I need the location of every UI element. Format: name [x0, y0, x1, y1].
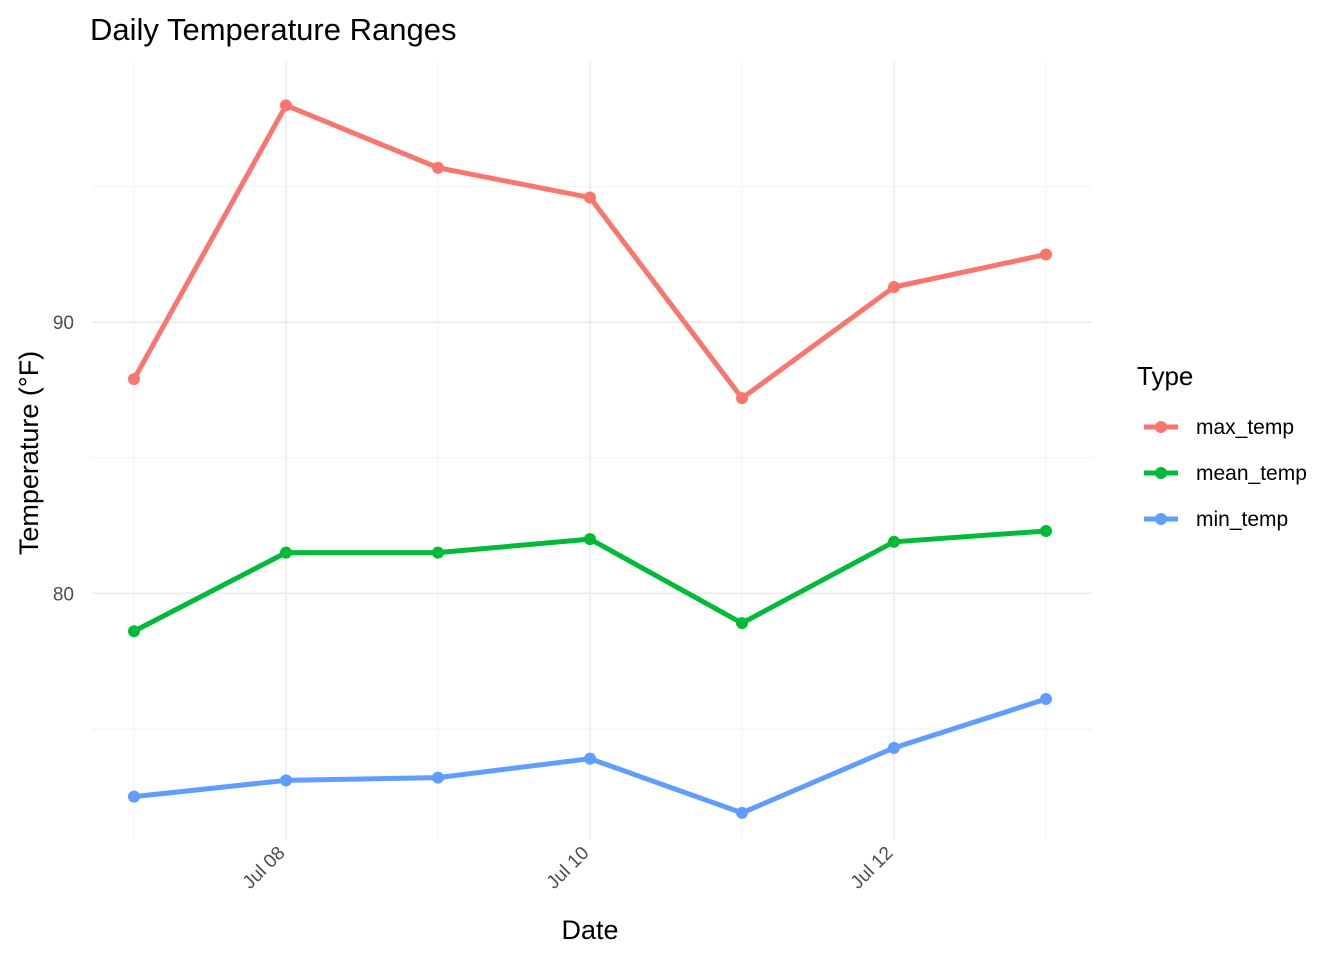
chart-title: Daily Temperature Ranges: [90, 12, 456, 47]
legend-key-point: [1155, 513, 1167, 525]
legend-key-point: [1155, 467, 1167, 479]
data-point: [1040, 524, 1052, 537]
x-axis-title: Date: [561, 915, 618, 945]
x-tick-label: Jul 12: [847, 843, 898, 894]
series-mean_temp: [128, 524, 1052, 638]
legend-item-min_temp: min_temp: [1144, 508, 1288, 531]
data-point: [584, 533, 596, 546]
series-lines: [128, 99, 1052, 819]
legend-label: mean_temp: [1196, 462, 1307, 485]
legend-key-point: [1155, 421, 1167, 433]
data-point: [888, 741, 900, 754]
grid: [92, 62, 1092, 840]
data-point: [432, 161, 444, 174]
x-tick-label: Jul 10: [543, 843, 594, 894]
legend: Type max_temp mean_temp min_temp: [1137, 361, 1307, 531]
x-tick-label: Jul 08: [239, 843, 290, 894]
data-point: [584, 191, 596, 204]
data-point: [1040, 248, 1052, 261]
data-point: [128, 790, 140, 803]
legend-title: Type: [1137, 361, 1193, 391]
data-point: [584, 752, 596, 765]
y-axis-title: Temperature (°F): [14, 351, 44, 555]
data-point: [128, 373, 140, 386]
legend-items: max_temp mean_temp min_temp: [1144, 416, 1307, 531]
x-axis-ticks: Jul 08 Jul 10 Jul 12: [239, 843, 898, 894]
legend-label: min_temp: [1196, 508, 1288, 531]
series-max_temp: [128, 99, 1052, 405]
data-point: [432, 771, 444, 784]
legend-item-max_temp: max_temp: [1144, 416, 1294, 439]
series-min_temp: [128, 693, 1052, 819]
data-point: [1040, 693, 1052, 706]
data-point: [128, 625, 140, 638]
y-tick-label: 80: [53, 584, 74, 605]
y-axis-ticks: 80 90: [53, 313, 74, 605]
data-point: [280, 546, 292, 559]
data-point: [888, 535, 900, 548]
data-point: [280, 99, 292, 112]
data-point: [736, 392, 748, 405]
data-point: [736, 617, 748, 630]
data-point: [432, 546, 444, 559]
legend-label: max_temp: [1196, 416, 1294, 439]
data-point: [280, 774, 292, 787]
legend-item-mean_temp: mean_temp: [1144, 462, 1307, 485]
data-point: [736, 806, 748, 819]
data-point: [888, 280, 900, 293]
y-tick-label: 90: [53, 313, 74, 334]
